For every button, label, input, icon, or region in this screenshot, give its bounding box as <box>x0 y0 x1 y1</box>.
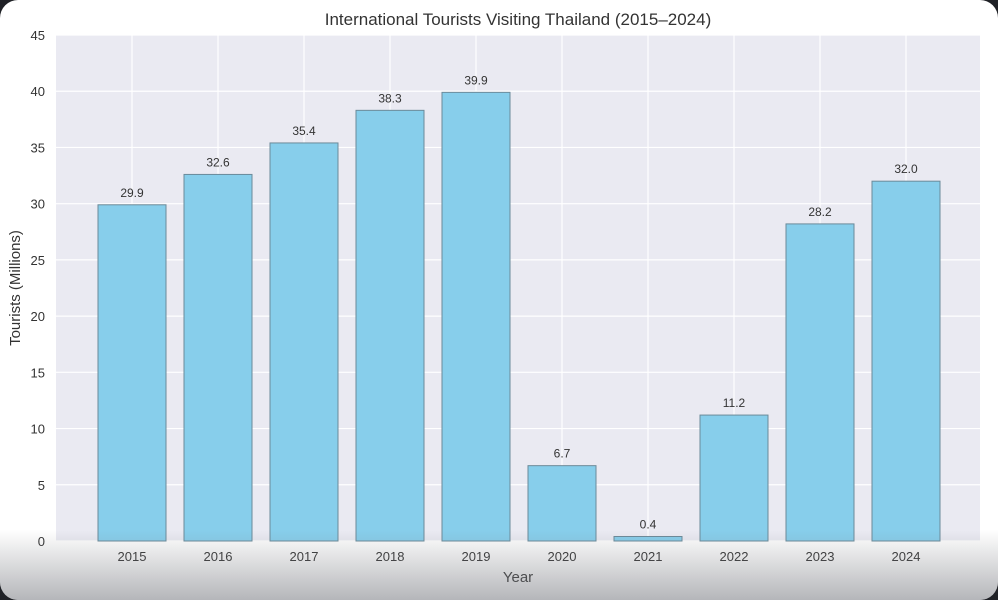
x-tick-2021: 2021 <box>634 549 663 564</box>
y-tick-5: 5 <box>38 478 45 493</box>
data-label-2017: 35.4 <box>292 124 316 138</box>
data-labels: 29.9 32.6 35.4 38.3 39.9 6.7 0.4 11.2 28.2 32.0 <box>120 73 918 531</box>
x-tick-labels: 2015 2016 2017 2018 2019 2020 2021 2022 2023 2024 <box>118 549 921 564</box>
y-axis-label: Tourists (Millions) <box>7 230 24 346</box>
bar-2021 <box>613 536 683 542</box>
y-tick-25: 25 <box>31 253 45 268</box>
y-tick-10: 10 <box>31 422 45 437</box>
x-tick-2016: 2016 <box>204 549 233 564</box>
y-tick-40: 40 <box>31 84 45 99</box>
data-label-2021: 0.4 <box>640 518 657 532</box>
x-tick-2017: 2017 <box>290 549 319 564</box>
data-label-2020: 6.7 <box>554 447 571 461</box>
y-tick-labels: 0 5 10 15 20 25 30 35 40 45 <box>31 28 45 549</box>
x-tick-2024: 2024 <box>892 549 921 564</box>
bar-2017 <box>269 142 339 542</box>
y-tick-0: 0 <box>38 534 45 549</box>
x-tick-2015: 2015 <box>118 549 147 564</box>
y-tick-45: 45 <box>31 28 45 43</box>
bar-2015 <box>97 204 167 542</box>
bar-2016 <box>183 173 253 542</box>
bar-2019 <box>441 91 511 542</box>
y-tick-30: 30 <box>31 197 45 212</box>
x-tick-2018: 2018 <box>376 549 405 564</box>
bar-2018 <box>355 109 425 542</box>
data-label-2022: 11.2 <box>723 396 746 410</box>
x-tick-2022: 2022 <box>720 549 749 564</box>
data-label-2015: 29.9 <box>120 186 144 200</box>
data-label-2023: 28.2 <box>808 205 832 219</box>
data-label-2019: 39.9 <box>464 73 488 87</box>
x-tick-2020: 2020 <box>548 549 577 564</box>
data-label-2024: 32.0 <box>894 162 918 176</box>
x-tick-2019: 2019 <box>462 549 491 564</box>
bar-2024 <box>871 180 941 542</box>
bar-2020 <box>527 465 597 542</box>
y-tick-20: 20 <box>31 309 45 324</box>
data-label-2016: 32.6 <box>206 155 230 169</box>
bar-2023 <box>785 223 855 542</box>
chart-title: International Tourists Visiting Thailand… <box>325 10 712 29</box>
x-tick-2023: 2023 <box>806 549 835 564</box>
y-tick-15: 15 <box>31 365 45 380</box>
bar-2022 <box>699 414 769 542</box>
y-tick-35: 35 <box>31 140 45 155</box>
bars <box>97 91 941 542</box>
x-axis-label: Year <box>503 569 533 586</box>
data-label-2018: 38.3 <box>378 91 402 105</box>
